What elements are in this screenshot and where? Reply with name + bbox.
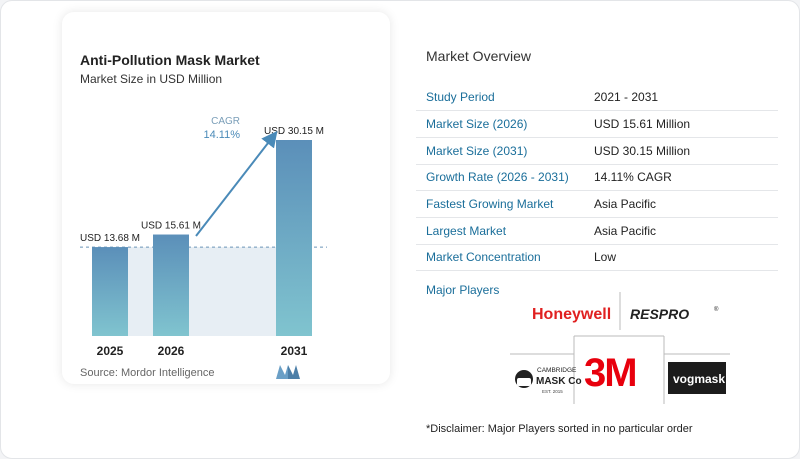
overview-row: Market Concentration Low: [416, 244, 778, 271]
bar-value-label: USD 15.61 M: [141, 221, 201, 232]
cambridge-line2: MASK Co: [536, 376, 582, 387]
3m-logo: 3M: [584, 351, 636, 395]
vogmask-logo-box: [668, 362, 726, 394]
row-value: 2021 - 2031: [594, 90, 659, 105]
disclaimer-text: *Disclaimer: Major Players sorted in no …: [426, 423, 693, 435]
row-label: Study Period: [426, 90, 495, 105]
row-value: Asia Pacific: [594, 223, 657, 238]
bar-2031: [276, 140, 312, 336]
registered-mark-icon: ®: [714, 306, 719, 313]
overview-table: Study Period 2021 - 2031 Market Size (202…: [416, 84, 778, 271]
row-value: Low: [594, 250, 617, 265]
growth-band: [128, 247, 276, 336]
cambridge-est: EST. 2015: [542, 389, 563, 394]
chart-subtitle: Market Size in USD Million: [80, 72, 223, 86]
cambridge-mask-logo: CAMBRIDGE MASK Co EST. 2015: [515, 367, 582, 394]
bar-2026: [153, 234, 189, 336]
row-label: Largest Market: [426, 223, 507, 238]
row-value: USD 15.61 Million: [594, 117, 691, 132]
bars-layer: USD 13.68 M 2025 USD 15.61 M 2026 USD 30.15 …: [80, 126, 327, 358]
cagr-arrow: [195, 130, 278, 237]
cambridge-line1: CAMBRIDGE: [537, 367, 577, 374]
major-players-logos: Honeywell RESPRO ® CAMBRIDGE MASK Co EST…: [510, 292, 730, 404]
bar-chart: USD 13.68 M 2025 USD 15.61 M 2026 USD 30.15 …: [80, 116, 327, 358]
row-value: 14.11% CAGR: [594, 170, 672, 185]
row-value: USD 30.15 Million: [594, 143, 691, 158]
overview-row: Largest Market Asia Pacific: [416, 217, 778, 245]
vogmask-logo: vogmask: [673, 372, 725, 386]
respro-logo: RESPRO: [630, 306, 689, 322]
bar-value-label: USD 30.15 M: [264, 126, 324, 137]
row-label: Market Size (2026): [426, 117, 528, 132]
row-label: Fastest Growing Market: [426, 197, 554, 212]
overview-row: Fastest Growing Market Asia Pacific: [416, 191, 778, 218]
honeywell-logo: Honeywell: [532, 306, 611, 323]
row-label: Market Concentration: [426, 250, 541, 265]
cagr-label: CAGR: [211, 116, 240, 127]
x-tick-label: 2026: [158, 344, 185, 358]
bar-2025: [92, 247, 128, 336]
overview-title: Market Overview: [426, 48, 532, 64]
bar-value-label: USD 13.68 M: [80, 233, 140, 244]
overview-row: Growth Rate (2026 - 2031) 14.11% CAGR: [416, 164, 778, 191]
overview-row: Study Period 2021 - 2031: [416, 84, 778, 111]
source-text: Source: Mordor Intelligence: [80, 367, 215, 379]
major-players-title: Major Players: [426, 283, 500, 297]
chart-card: Anti-Pollution Mask Market Market Size i…: [62, 12, 390, 384]
row-value: Asia Pacific: [594, 197, 657, 212]
mordor-logo-icon: [276, 365, 300, 379]
cagr-value: 14.11%: [204, 129, 241, 141]
overview-row: Market Size (2031) USD 30.15 Million: [416, 137, 778, 165]
x-tick-label: 2025: [97, 344, 124, 358]
overview-row: Market Size (2026) USD 15.61 Million: [416, 111, 778, 138]
row-label: Market Size (2031): [426, 143, 528, 158]
x-tick-label: 2031: [281, 344, 308, 358]
row-label: Growth Rate (2026 - 2031): [426, 170, 569, 185]
chart-title: Anti-Pollution Mask Market: [80, 52, 260, 68]
